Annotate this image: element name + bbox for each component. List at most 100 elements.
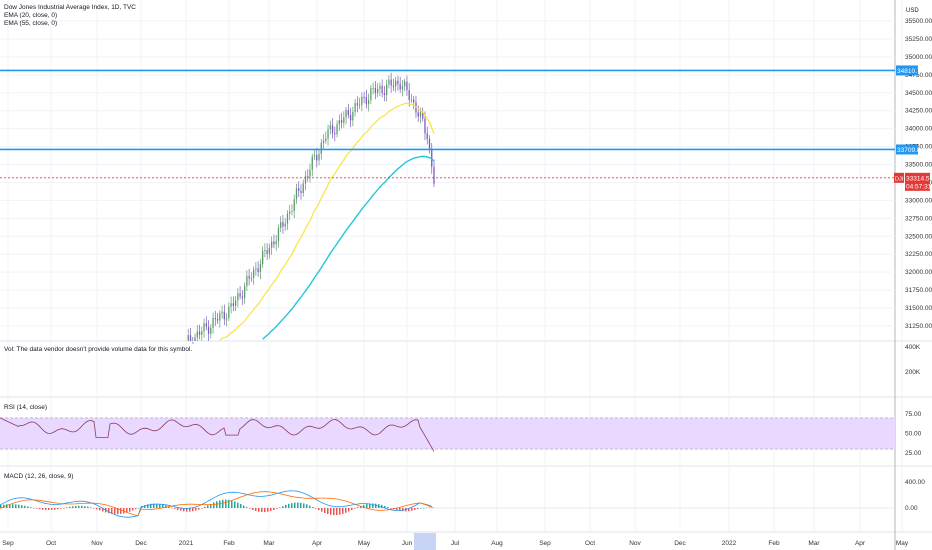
macd-histogram-bar [168,506,170,508]
macd-histogram-bar [30,507,32,508]
candle-body [386,84,388,96]
macd-histogram-bar [6,504,8,508]
time-tick-label: Oct [585,540,595,547]
candle-body [325,138,327,141]
macd-histogram-bar [348,508,350,512]
candle-body [289,211,291,214]
rsi-band [0,417,895,450]
candle-body [257,268,259,273]
macd-histogram-bar [399,508,401,511]
candle-body [374,88,377,93]
candle-body [259,264,262,273]
candle-body [234,300,237,306]
candle-body [266,250,268,254]
macd-histogram-bar [195,508,197,511]
candle-body [327,129,329,139]
macd-histogram-bar [237,502,239,508]
candle-body [216,319,219,321]
macd-histogram-bar [381,504,383,508]
macd-histogram-bar [84,506,86,508]
price-tick-label: 32500.00 [905,233,932,240]
candle-body [210,327,212,334]
candle-body [433,166,435,184]
candle-body [426,133,428,139]
volume-tick-label: 400K [905,344,921,351]
macd-histogram-bar [36,508,38,509]
macd-histogram-bar [210,503,212,508]
macd-histogram-bar [177,508,179,510]
time-tick-label: Dec [674,540,686,547]
candle-body [365,96,368,105]
macd-histogram-bar [246,507,248,508]
candle-body [424,118,426,134]
macd-histogram-bar [156,503,158,508]
macd-histogram-bar [423,507,425,509]
macd-histogram-bar [243,505,245,508]
time-tick-label: Oct [46,540,56,547]
macd-histogram-bar [33,507,35,509]
price-tick-label: 33500.00 [905,162,932,169]
candle-body [376,88,379,93]
macd-histogram-bar [342,508,344,514]
macd-histogram-bar [375,503,377,508]
macd-label: MACD (12, 26, close, 9) [4,473,74,480]
candle-body [221,311,223,314]
macd-histogram-bar [39,508,41,510]
candle-body [268,247,271,254]
candle-body [214,318,216,320]
candle-body [304,176,307,184]
candle-body [243,285,246,298]
volume-note: Vol: The data vendor doesn't provide vol… [4,346,193,353]
support-price-tag-text: 33709.84 [897,147,924,154]
candle-body [431,148,433,167]
macd-histogram-bar [402,508,404,512]
candle-body [381,85,383,93]
macd-histogram-bar [213,502,215,508]
candle-body [237,293,239,301]
macd-histogram-bar [201,508,203,509]
macd-histogram-bar [282,506,284,508]
macd-histogram-bar [66,507,68,508]
macd-histogram-bar [75,505,77,508]
price-tick-label: 32000.00 [905,269,932,276]
price-tick-label: 33000.00 [905,197,932,204]
macd-histogram-bar [54,508,56,510]
price-tick-label: 34000.00 [905,126,932,133]
candle-body [399,83,401,90]
time-tick-label: Dec [135,540,147,547]
candle-body [264,250,266,252]
candle-body [329,125,331,130]
countdown-text: 04:57:31 [906,183,932,190]
price-tick-label: 35250.00 [905,36,932,43]
candle-body [370,88,372,101]
macd-histogram-bar [303,503,305,508]
candle-body [300,190,302,194]
candle-body [203,323,205,332]
candle-body [271,241,273,248]
macd-histogram-bar [120,508,122,515]
time-tick-label: Jun [402,540,413,547]
macd-histogram-bar [300,502,302,508]
macd-histogram-bar [72,506,74,508]
macd-histogram-bar [78,505,80,508]
candle-body [282,222,284,227]
candle-body [212,318,214,328]
macd-line [0,490,433,518]
macd-histogram-bar [327,508,329,514]
macd-histogram-bar [261,508,263,513]
macd-histogram-bar [318,508,320,511]
macd-histogram-bar [162,504,164,508]
time-tick-label: Sep [2,540,14,547]
macd-histogram-bar [192,508,194,512]
price-tick-label: 35000.00 [905,54,932,61]
candle-body [340,120,343,123]
candle-body [262,250,264,265]
price-tick-label: 32750.00 [905,215,932,222]
macd-histogram-bar [132,508,134,511]
macd-histogram-bar [51,508,53,510]
candle-body [422,112,424,119]
macd-histogram-bar [207,505,209,508]
candle-body [192,342,194,344]
macd-histogram-bar [18,504,20,508]
